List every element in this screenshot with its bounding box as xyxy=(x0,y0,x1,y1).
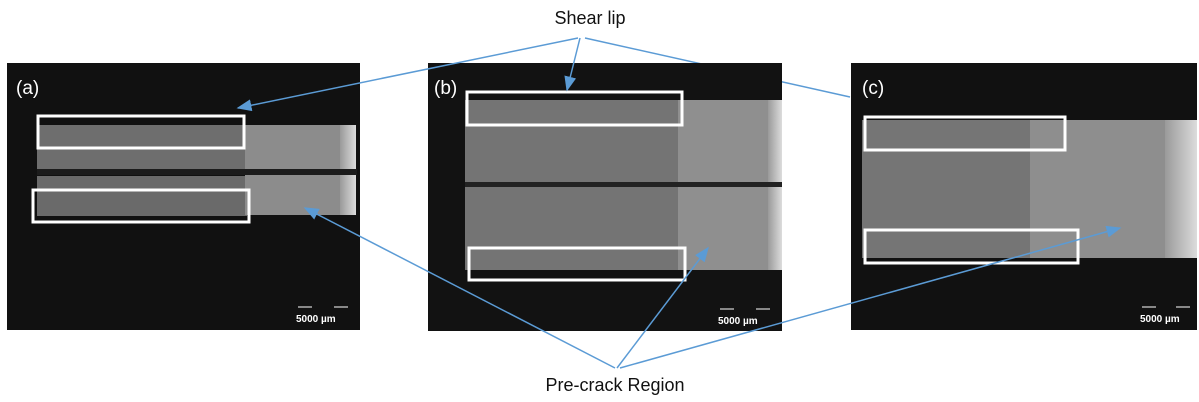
panel-label: (c) xyxy=(862,78,884,99)
scale-bar-label: 5000 µm xyxy=(718,316,758,327)
panel-a: (a) 5000 µm xyxy=(7,63,360,330)
scale-bar-label: 5000 µm xyxy=(296,314,336,325)
crack xyxy=(465,182,782,187)
specimen-edge xyxy=(1165,120,1197,258)
annotation-pre-crack: Pre-crack Region xyxy=(545,375,684,395)
panel-b: (b) 5000 µm xyxy=(428,63,782,331)
figure: (a) 5000 µm (b) 5000 µm (c) 5000 µm Shea… xyxy=(0,0,1199,402)
crack xyxy=(37,169,357,175)
panel-c: (c) 5000 µm xyxy=(851,63,1197,330)
scale-bar-label: 5000 µm xyxy=(1140,314,1180,325)
panel-label: (a) xyxy=(16,78,39,99)
specimen xyxy=(1030,120,1167,258)
specimen xyxy=(37,176,247,216)
panel-label: (b) xyxy=(434,78,457,99)
specimen xyxy=(862,120,1032,258)
annotation-shear-lip: Shear lip xyxy=(554,8,625,28)
